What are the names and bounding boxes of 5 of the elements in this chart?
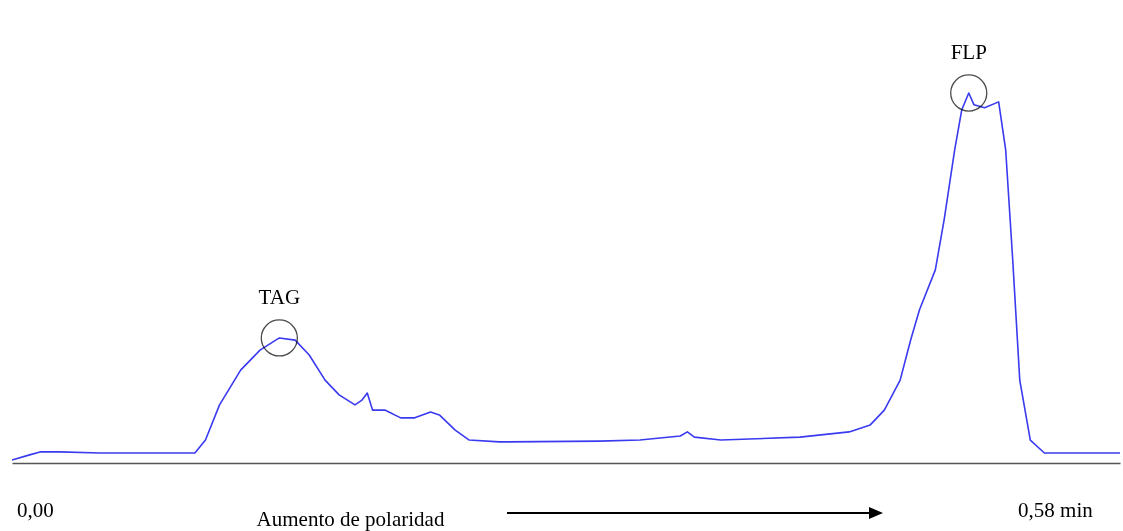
- x-tick-label: 0,00: [16, 497, 54, 522]
- x-axis-title: Aumento de polaridad: [256, 506, 445, 531]
- annotation: FLP: [950, 40, 987, 64]
- annotation: TAG: [258, 284, 301, 309]
- x-tick-label: 0,58 min: [1018, 497, 1094, 522]
